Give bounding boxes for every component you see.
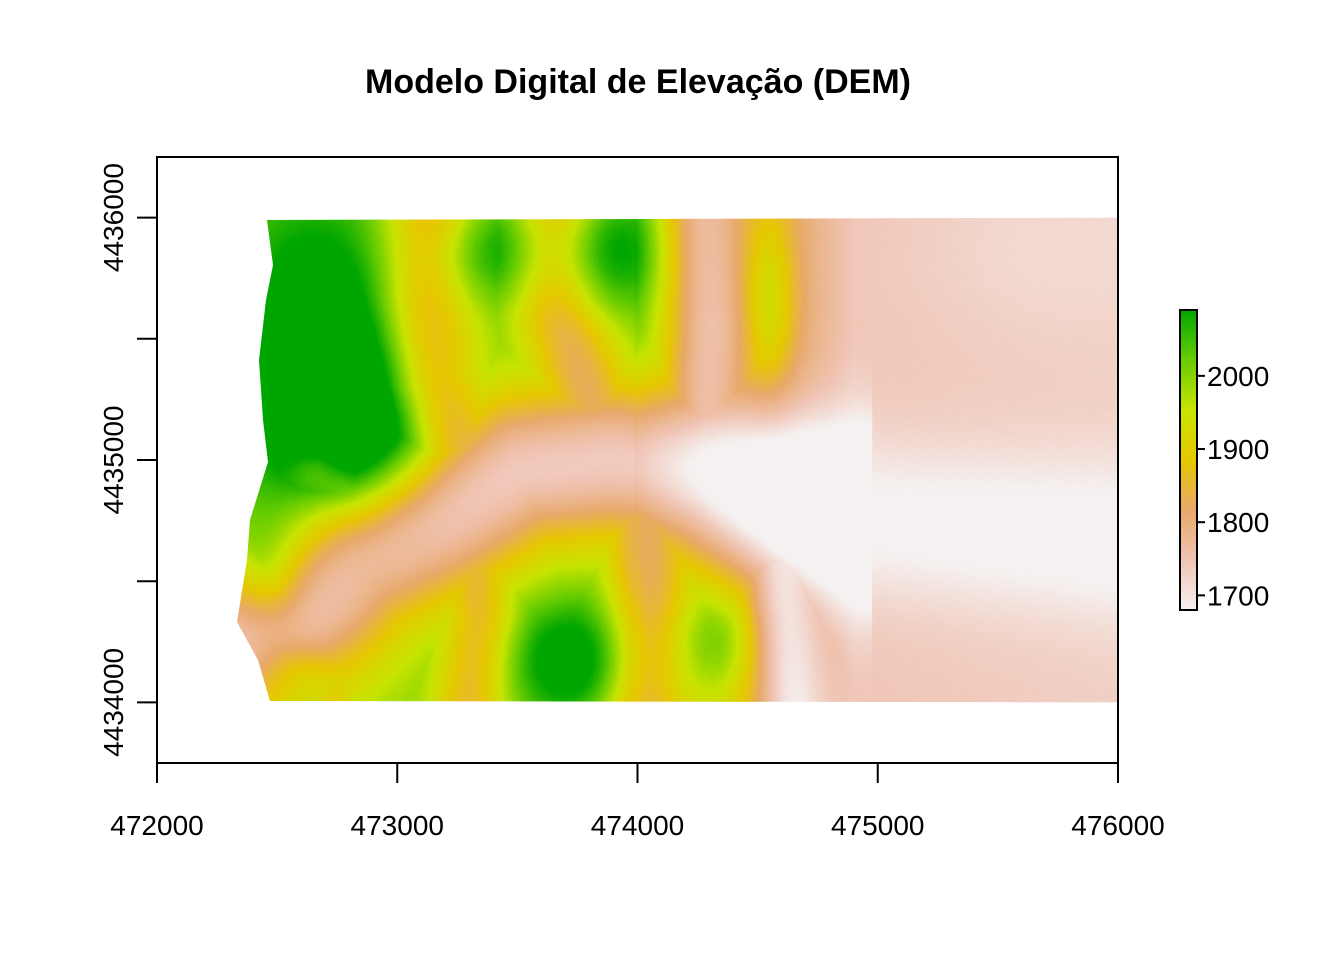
colorbar-tick-label: 1900 [1207, 434, 1269, 465]
y-tick-label: 4434000 [98, 648, 129, 757]
y-tick-label: 4436000 [98, 163, 129, 272]
x-tick-label: 476000 [1071, 810, 1164, 841]
x-axis: 472000 473000 474000 475000 476000 [110, 762, 1165, 841]
y-axis: 4434000 4435000 4436000 [98, 163, 158, 757]
x-tick-label: 474000 [591, 810, 684, 841]
colorbar-tick-label: 1700 [1207, 580, 1269, 611]
colorbar-tick-label: 1800 [1207, 507, 1269, 538]
y-tick-label: 4435000 [98, 405, 129, 514]
colorbar-tick-label: 2000 [1207, 361, 1269, 392]
colorbar-ramp [1179, 309, 1198, 611]
elevation-raster [237, 217, 1118, 703]
elevation-raster-image [237, 217, 1118, 703]
x-tick-label: 475000 [831, 810, 924, 841]
x-tick-label: 473000 [351, 810, 444, 841]
colorbar-legend: 1700 1800 1900 2000 [1179, 309, 1269, 611]
chart-title: Modelo Digital de Elevação (DEM) [365, 63, 911, 101]
x-tick-label: 472000 [110, 810, 203, 841]
